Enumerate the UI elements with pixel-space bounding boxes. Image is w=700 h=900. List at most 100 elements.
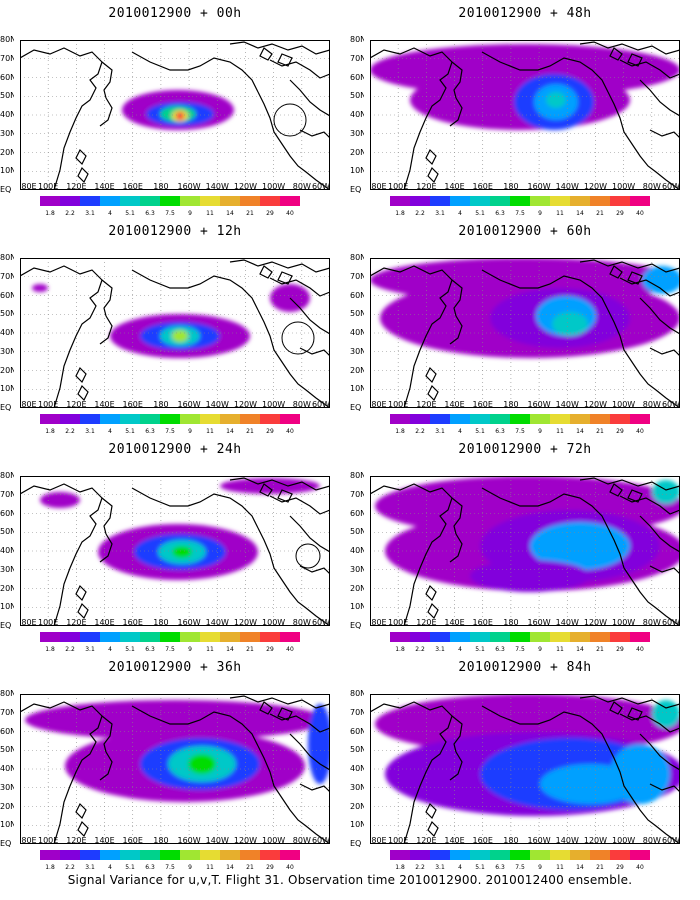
coastline (259, 483, 273, 497)
longitude-tick-label: 160E (472, 400, 493, 409)
colorbar (390, 850, 650, 860)
variance-contour (610, 744, 670, 804)
colorbar-swatch (220, 196, 240, 206)
colorbar-swatch (200, 414, 220, 424)
latitude-tick-label: 40N (350, 329, 364, 337)
colorbar-swatch (390, 414, 410, 424)
latitude-tick-label: 10N (350, 821, 364, 830)
longitude-tick-label: 120W (583, 836, 608, 845)
coastline (99, 751, 113, 781)
panel-title: 2010012900 + 12h (108, 224, 242, 239)
coastline (649, 347, 680, 357)
colorbar-swatch (450, 632, 470, 642)
colorbar-swatch (120, 632, 140, 642)
latitude-tick-label: 10N (0, 603, 14, 612)
coastline (579, 41, 680, 55)
colorbar-level-label: 6.3 (495, 428, 505, 435)
colorbar-swatch (570, 196, 590, 206)
colorbar-level-label: 40 (286, 210, 294, 217)
variance-contour (546, 92, 566, 108)
variance-contour (40, 492, 80, 508)
latitude-tick-label: 60N (0, 291, 14, 300)
latitude-tick-label: 50N (0, 528, 14, 537)
variance-contour (176, 112, 184, 120)
colorbar-swatch (430, 632, 450, 642)
coastline (299, 129, 330, 139)
colorbar-swatch (610, 196, 630, 206)
colorbar-level-label: 21 (596, 646, 604, 653)
variance-contour (530, 522, 630, 570)
longitude-tick-label: 100E (388, 618, 409, 627)
coastline (607, 91, 680, 190)
colorbar-level-label: 7.5 (165, 864, 175, 871)
coastline (425, 802, 437, 820)
coastline (20, 47, 103, 190)
colorbar-level-label: 3.1 (435, 210, 445, 217)
coastline (277, 489, 293, 503)
longitude-tick-label: 180 (153, 618, 169, 627)
colorbar-swatch (410, 196, 430, 206)
colorbar-level-label: 14 (576, 210, 584, 217)
colorbar-swatch (630, 632, 650, 642)
variance-contour (652, 480, 680, 504)
colorbar-swatch (60, 632, 80, 642)
coastline (20, 483, 103, 626)
coastline (257, 745, 330, 844)
colorbar-swatch (160, 196, 180, 206)
colorbar-level-label: 6.3 (495, 646, 505, 653)
longitude-tick-label: 100E (38, 400, 59, 409)
longitude-tick-label: 120E (416, 836, 437, 845)
colorbar-level-label: 9 (188, 646, 192, 653)
colorbar-swatch (510, 196, 530, 206)
longitude-tick-label: 80E (371, 400, 387, 409)
colorbar-swatch (200, 850, 220, 860)
colorbar-level-label: 14 (576, 428, 584, 435)
coastline (607, 745, 680, 844)
coastline (131, 705, 259, 747)
coastline (229, 695, 330, 709)
longitude-tick-label: 80E (21, 618, 37, 627)
longitude-tick-label: 60W (661, 836, 681, 845)
coastline (370, 47, 453, 190)
map-canvas (370, 476, 680, 626)
latitude-tick-label: 70N (350, 272, 364, 281)
colorbar-level-label: 3.1 (435, 646, 445, 653)
longitude-tick-label: 160E (472, 618, 493, 627)
colorbar-level-label: 5.1 (125, 646, 135, 653)
longitude-tick-label: 80W (292, 618, 311, 627)
colorbar-level-label: 2.2 (415, 210, 425, 217)
latitude-tick-label: 50N (350, 92, 364, 101)
longitude-tick-label: 140W (205, 836, 229, 845)
coastline (639, 733, 680, 771)
colorbar (40, 196, 300, 206)
variance-contour (172, 330, 188, 342)
colorbar-swatch (100, 196, 120, 206)
longitude-tick-label: 140W (205, 400, 229, 409)
colorbar-level-label: 2.2 (415, 864, 425, 871)
coastline (619, 495, 680, 515)
longitude-tick-label: 60W (311, 400, 331, 409)
coastline (77, 384, 89, 402)
colorbar-level-label: 9 (188, 210, 192, 217)
colorbar-swatch (390, 850, 410, 860)
coastline (101, 497, 113, 535)
colorbar-level-label: 3.1 (435, 428, 445, 435)
colorbar-level-label: 14 (226, 864, 234, 871)
colorbar-level-label: 11 (556, 210, 564, 217)
colorbar-level-label: 14 (576, 646, 584, 653)
coastline (257, 309, 330, 408)
latitude-tick-label: 50N (0, 746, 14, 755)
coastline (269, 277, 330, 297)
colorbar-swatch (160, 632, 180, 642)
panel-title: 2010012900 + 00h (108, 6, 242, 21)
colorbar-level-label: 9 (538, 864, 542, 871)
colorbar-level-label: 11 (206, 646, 214, 653)
colorbar-swatch (610, 850, 630, 860)
longitude-tick-label: 120W (233, 836, 258, 845)
latitude-tick-label: 30N (0, 565, 14, 574)
latitude-tick-label: 10N (350, 603, 364, 612)
colorbar-level-label: 7.5 (515, 210, 525, 217)
latitude-tick-label: 20N (0, 366, 14, 375)
latitude-tick-label: 40N (350, 765, 364, 773)
colorbar-level-label: 11 (556, 428, 564, 435)
